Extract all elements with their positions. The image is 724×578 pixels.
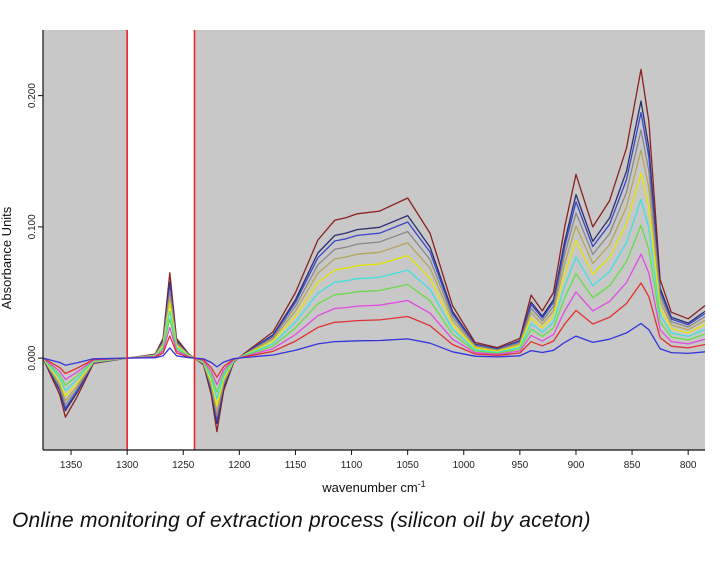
highlight-band — [127, 30, 195, 450]
x-tick-label: 850 — [624, 460, 641, 471]
x-tick-label: 1200 — [228, 460, 251, 471]
x-tick-label: 1050 — [397, 460, 420, 471]
x-tick-label: 1000 — [453, 460, 476, 471]
spectrum-chart: 1350 1300 1250 1200 1150 1100 1050 1000 950 900 85… — [0, 30, 706, 495]
x-axis-title-superscript: -1 — [418, 479, 426, 489]
x-tick-label: 1150 — [285, 460, 307, 471]
figure-caption: Online monitoring of extraction process … — [12, 509, 591, 532]
y-tick-label: 0.200 — [27, 83, 38, 108]
series-layer — [42, 68, 706, 433]
y-ticks: 0.000 0.100 0.200 — [27, 83, 43, 371]
x-axis-title-text: wavenumber cm — [321, 480, 417, 495]
x-tick-label: 950 — [512, 460, 529, 471]
series-line-9 — [42, 253, 706, 386]
y-tick-label: 0.100 — [27, 214, 38, 239]
x-ticks: 1350 1300 1250 1200 1150 1100 1050 1000 950 900 85… — [60, 450, 697, 471]
y-axis-title: Absorbance Units — [0, 206, 14, 309]
x-tick-label: 1300 — [116, 460, 139, 471]
x-tick-label: 1250 — [172, 460, 195, 471]
y-tick-label: 0.000 — [27, 345, 38, 370]
series-line-11 — [42, 322, 706, 368]
x-tick-label: 1100 — [341, 460, 363, 471]
x-tick-label: 800 — [680, 460, 697, 471]
x-axis-title: wavenumber cm-1 — [321, 479, 425, 495]
series-line-10 — [42, 282, 706, 378]
x-tick-label: 900 — [568, 460, 585, 471]
series-line-8 — [42, 224, 706, 393]
x-tick-label: 1350 — [60, 460, 83, 471]
